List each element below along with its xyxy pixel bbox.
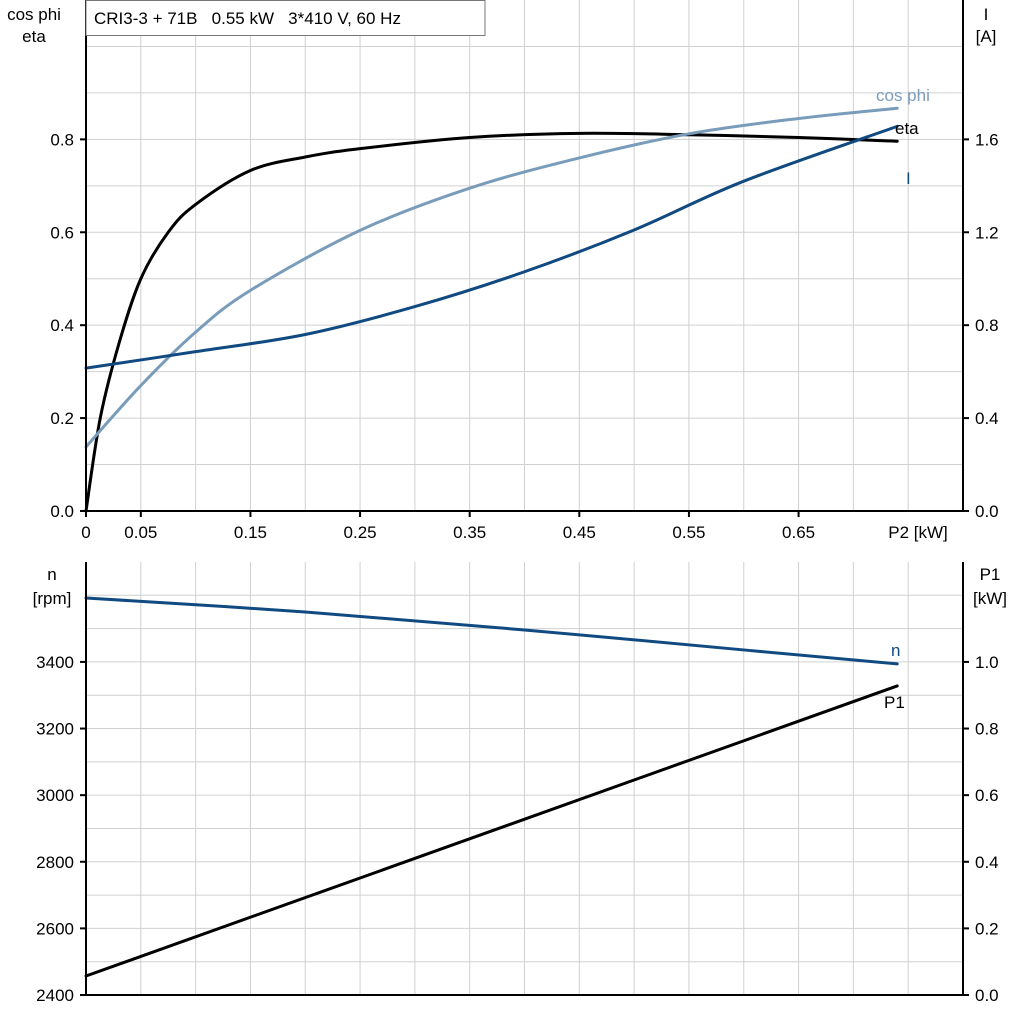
bottom-y-left-label-2: [rpm] — [33, 589, 72, 608]
y-right-label-1: I — [984, 5, 989, 24]
x-axis-label: P2 [kW] — [888, 523, 948, 542]
curve-n — [84, 596, 899, 666]
x-tick-label: 0.65 — [782, 523, 815, 542]
label-eta: eta — [895, 119, 919, 138]
curves — [84, 106, 899, 978]
y-right-tick-label: 0.2 — [975, 919, 999, 938]
y-right-tick-label: 0.4 — [975, 853, 999, 872]
x-tick-label: 0 — [81, 523, 90, 542]
bottom-y-right-label-1: P1 — [980, 565, 1001, 584]
x-tick-label: 0.55 — [672, 523, 705, 542]
y-right-tick-label: 0.4 — [975, 409, 999, 428]
label-p1: P1 — [884, 693, 905, 712]
y-left-tick-label: 3400 — [36, 653, 74, 672]
bottom-y-left-label-1: n — [47, 565, 56, 584]
curve-i — [84, 124, 899, 370]
y-right-tick-label: 0.0 — [975, 986, 999, 1005]
y-right-tick-label: 0.0 — [975, 502, 999, 521]
bottom-y-right-label-2: [kW] — [973, 589, 1007, 608]
curve-cos-phi — [84, 106, 899, 449]
y-left-tick-label: 2800 — [36, 853, 74, 872]
x-tick-label: 0.25 — [344, 523, 377, 542]
x-tick-label: 0.35 — [453, 523, 486, 542]
label-n: n — [891, 641, 900, 660]
x-tick-label: 0.15 — [234, 523, 267, 542]
y-left-tick-label: 0.8 — [50, 130, 74, 149]
y-left-tick-label: 3000 — [36, 786, 74, 805]
curve-p1 — [84, 684, 899, 978]
y-left-label-2: eta — [22, 27, 46, 46]
y-right-label-2: [A] — [976, 27, 997, 46]
y-left-tick-label: 0.0 — [50, 502, 74, 521]
y-left-tick-label: 0.2 — [50, 409, 74, 428]
title-box — [85, 0, 486, 36]
y-right-tick-label: 1.6 — [975, 130, 999, 149]
axes: 0.0 0.2 0.4 0.6 0.8 0.0 0.4 0.8 1.2 1.6 0 0.05 0.15 0… — [36, 0, 999, 1005]
x-tick-label: 0.05 — [124, 523, 157, 542]
chart-title: CRI3-3 + 71B 0.55 kW 3*410 V, 60 Hz — [94, 9, 401, 28]
y-right-tick-label: 1.2 — [975, 223, 999, 242]
label-i: I — [906, 169, 911, 188]
x-tick-label: 0.45 — [563, 523, 596, 542]
y-left-tick-label: 2400 — [36, 986, 74, 1005]
y-left-tick-label: 0.4 — [50, 316, 74, 335]
y-left-tick-label: 3200 — [36, 720, 74, 739]
y-right-tick-label: 0.8 — [975, 316, 999, 335]
y-right-tick-label: 0.8 — [975, 720, 999, 739]
top-grid — [86, 0, 963, 511]
y-right-tick-label: 0.6 — [975, 786, 999, 805]
y-left-label-1: cos phi — [7, 5, 61, 24]
y-right-tick-label: 1.0 — [975, 653, 999, 672]
label-cos-phi: cos phi — [876, 86, 930, 105]
y-left-tick-label: 0.6 — [50, 223, 74, 242]
y-left-tick-label: 2600 — [36, 919, 74, 938]
